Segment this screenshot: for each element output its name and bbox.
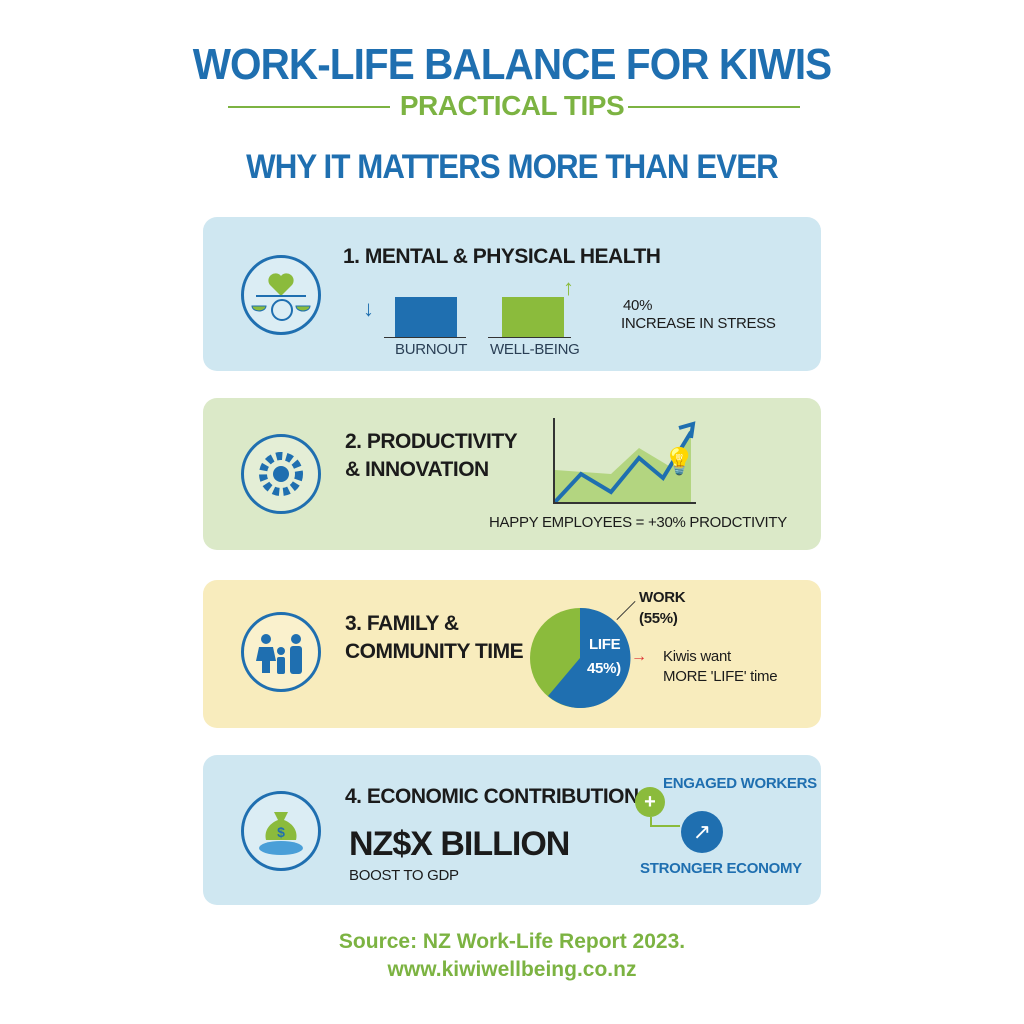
- divider: [628, 106, 800, 108]
- money-bag-icon: $: [241, 791, 321, 871]
- note: MORE 'LIFE' time: [663, 668, 778, 685]
- pie-label-life: LIFE: [589, 636, 621, 653]
- pie-slice-work: [548, 607, 631, 708]
- engaged-workers: ENGAGED WORKERS: [663, 775, 817, 792]
- caption: HAPPY EMPLOYEES = +30% PRODCTIVITY: [489, 514, 787, 531]
- pie-value-life: 45%): [587, 660, 621, 677]
- card-economy: $ 4. ECONOMIC CONTRIBUTION NZ$X BILLION …: [203, 755, 821, 905]
- bar-burnout: [395, 297, 457, 337]
- amount: NZ$X BILLION: [349, 825, 570, 863]
- stat-label: INCREASE IN STRESS: [621, 315, 776, 332]
- arrow-up-icon: ↑: [563, 275, 574, 300]
- connector: [650, 817, 680, 827]
- bar-label: WELL-BEING: [490, 341, 580, 358]
- card-family: 3. FAMILY & COMMUNITY TIME LIFE 45%) WORK…: [203, 580, 821, 728]
- card-health: 1. MENTAL & PHYSICAL HEALTH ↓ ↑ BURNOUT …: [203, 217, 821, 371]
- svg-text:$: $: [277, 824, 285, 840]
- card-title: 4. ECONOMIC CONTRIBUTION: [345, 785, 639, 808]
- source: Source: NZ Work-Life Report 2023.: [338, 930, 686, 953]
- card-title: 1. MENTAL & PHYSICAL HEALTH: [343, 245, 661, 268]
- subtitle: PRACTICAL TIPS: [399, 90, 625, 121]
- stronger-economy: STRONGER ECONOMY: [640, 860, 802, 877]
- heart-brain-scales-icon: [241, 255, 321, 335]
- bar-label: BURNOUT: [395, 341, 468, 358]
- pie-value-work: (55%): [639, 610, 678, 627]
- bar-wellbeing: [502, 297, 564, 337]
- card-title: 3. FAMILY & COMMUNITY TIME: [345, 612, 524, 663]
- arrow-right-icon: →: [631, 648, 647, 665]
- growth-chart: [553, 418, 696, 504]
- baseline: [384, 337, 466, 338]
- amount-label: BOOST TO GDP: [349, 867, 459, 884]
- gear-icon: [241, 434, 321, 514]
- website-link[interactable]: www.kiwiwellbeing.co.nz: [387, 958, 637, 981]
- page-title: WORK-LIFE BALANCE FOR KIWIS: [192, 40, 832, 89]
- plus-icon: +: [635, 787, 665, 817]
- pie-chart: [530, 607, 631, 708]
- family-icon: [241, 612, 321, 692]
- lightbulb-icon: 💡: [663, 446, 696, 476]
- note: Kiwis want: [663, 648, 731, 665]
- pie-label-work: WORK: [639, 589, 686, 606]
- stat-value: 40%: [623, 297, 653, 314]
- arrow-down-icon: ↓: [363, 296, 374, 321]
- divider: [228, 106, 390, 108]
- section-heading: WHY IT MATTERS MORE THAN EVER: [246, 148, 779, 186]
- card-title: 2. PRODUCTIVITY & INNOVATION: [345, 430, 518, 481]
- card-productivity: 2. PRODUCTIVITY & INNOVATION 💡 HAPPY EMPL…: [203, 398, 821, 550]
- baseline: [488, 337, 571, 338]
- growth-arrow-icon: ↗: [681, 811, 723, 853]
